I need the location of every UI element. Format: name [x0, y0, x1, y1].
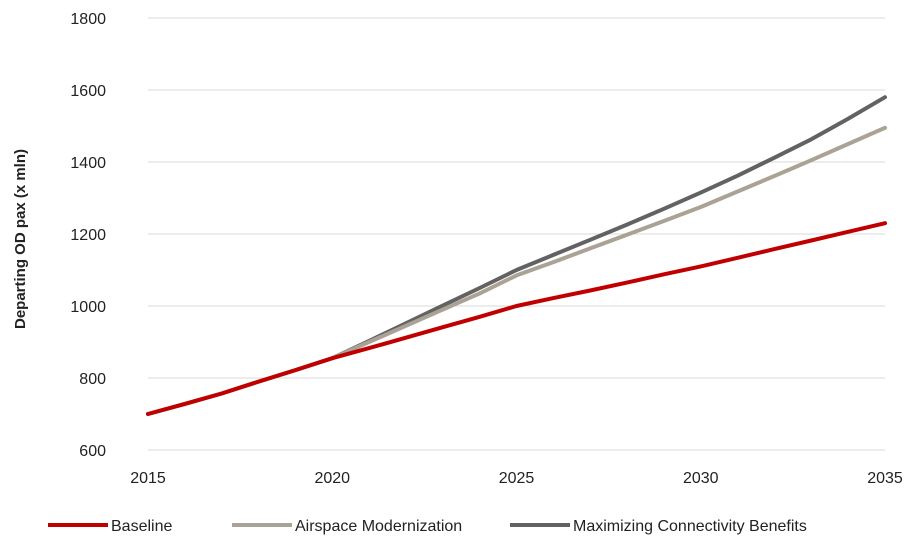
y-tick-label: 1000: [70, 299, 106, 316]
y-tick-label: 1200: [70, 227, 106, 244]
series-line-maximizing-connectivity-benefits: [146, 95, 887, 416]
y-tick-label: 1400: [70, 155, 106, 172]
series-line-baseline: [146, 221, 887, 416]
x-tick-label: 2035: [867, 470, 903, 487]
y-tick-label: 1600: [70, 83, 106, 100]
y-tick-label: 600: [79, 443, 106, 460]
y-tick-label: 800: [79, 371, 106, 388]
x-tick-label: 2015: [130, 470, 166, 487]
x-tick-labels: 2015 2020 2025 2030 2035: [130, 470, 903, 487]
x-tick-label: 2030: [683, 470, 719, 487]
legend: Baseline Airspace Modernization Maximizing…: [48, 518, 807, 535]
x-tick-label: 2025: [499, 470, 535, 487]
y-axis-label: Departing OD pax (x mln): [12, 149, 29, 329]
y-tick-labels: 600 800 1000 1200 1400 1600 1800: [70, 11, 106, 460]
legend-label: Baseline: [111, 518, 172, 535]
y-tick-label: 1800: [70, 11, 106, 28]
legend-label: Maximizing Connectivity Benefits: [573, 518, 807, 535]
legend-label: Airspace Modernization: [295, 518, 462, 535]
gridlines: [148, 17, 885, 451]
x-tick-label: 2020: [314, 470, 350, 487]
series-lines: [146, 95, 887, 416]
